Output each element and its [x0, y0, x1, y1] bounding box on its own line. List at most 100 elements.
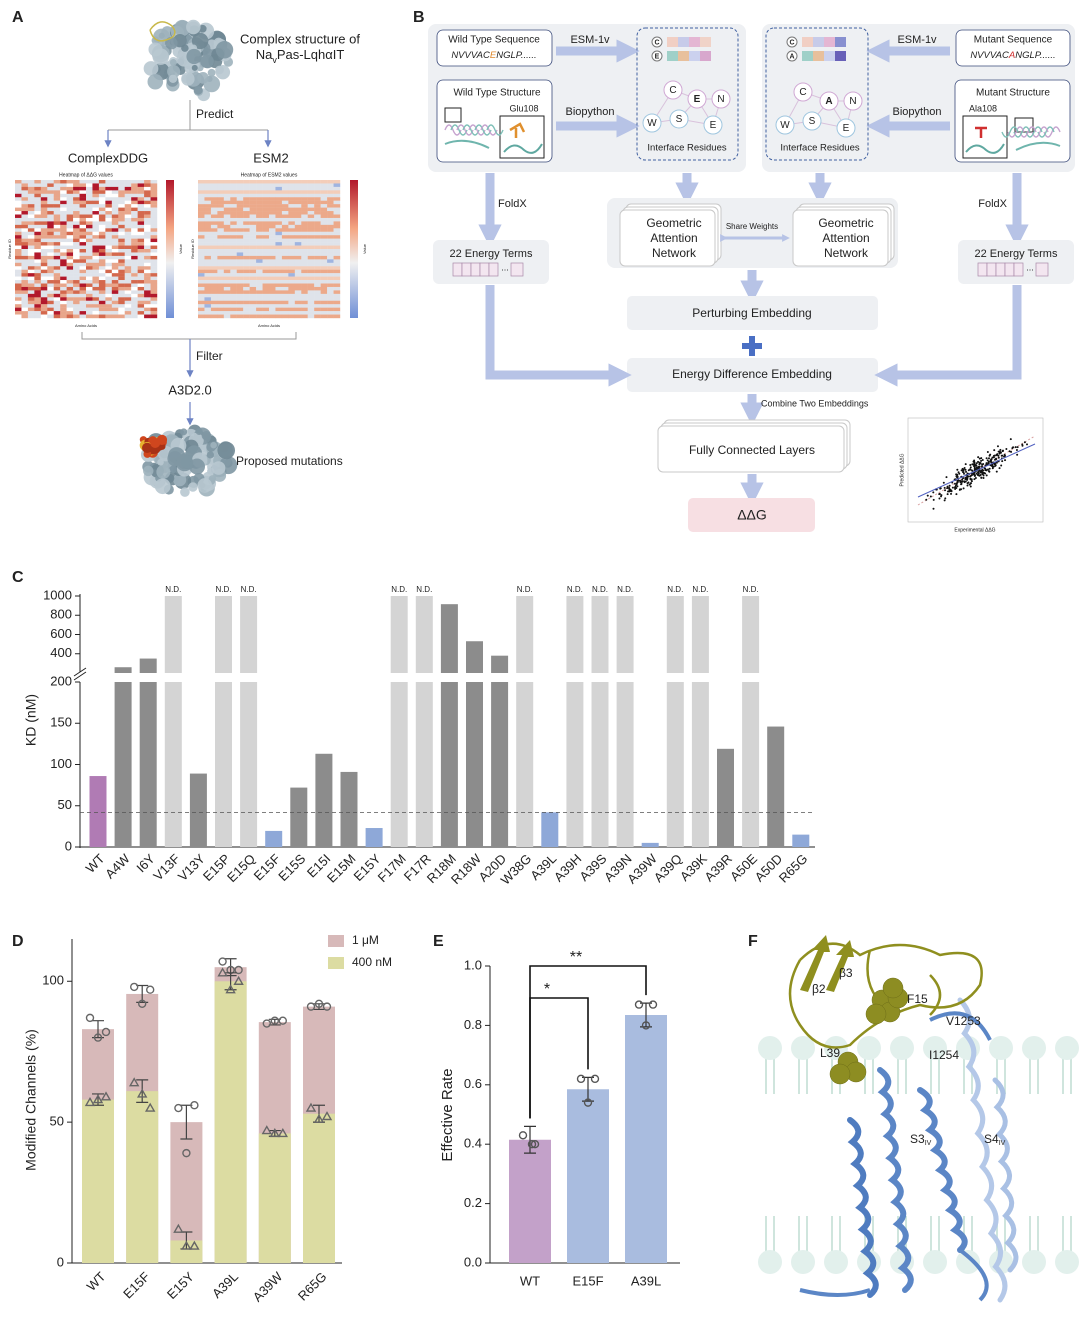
heatmap-cell	[288, 300, 296, 305]
heatmap-cell	[79, 204, 87, 208]
heatmap-cell	[131, 193, 138, 198]
heatmap-cell	[198, 255, 205, 260]
heatmap-cell	[21, 238, 29, 243]
heatmap-cell	[137, 193, 145, 198]
graph-node	[703, 115, 723, 135]
heatmap-cell	[301, 231, 308, 236]
protein-atom	[206, 451, 214, 459]
heatmap-cell	[92, 249, 100, 253]
value-label: N.D.	[165, 585, 181, 594]
heatmap-cell	[144, 242, 151, 246]
heatmap-cell	[79, 190, 87, 194]
protein-atom	[199, 444, 208, 452]
heatmap-cell	[105, 280, 113, 284]
heatmap-cell	[105, 221, 113, 226]
heatmap-cell	[15, 300, 22, 305]
heatmap-cell	[288, 307, 296, 312]
heatmap-cell	[105, 231, 113, 236]
heatmap-cell	[210, 238, 218, 243]
bar	[365, 828, 383, 847]
heatmap-cell	[144, 214, 151, 219]
heatmap-cell	[275, 221, 283, 226]
heatmap-cell	[307, 200, 315, 205]
heatmap-cell	[223, 269, 231, 274]
heatmap-cell	[327, 242, 334, 246]
heatmap-cell	[269, 311, 276, 315]
heatmap-cell	[294, 228, 302, 232]
heatmap-cell	[281, 252, 289, 257]
heatmap-cell	[118, 262, 125, 267]
heatmap-cell	[73, 193, 80, 198]
heatmap-cell	[217, 217, 225, 222]
heatmap-cell	[217, 249, 225, 253]
heatmap-cell	[131, 252, 138, 257]
heatmap-cell	[15, 197, 22, 201]
heatmap-cell	[40, 207, 48, 212]
heatmap-cell	[223, 311, 231, 315]
heatmap-cell	[256, 228, 263, 232]
heatmap-cell	[230, 245, 237, 250]
heatmap-cell	[47, 300, 54, 305]
heatmap-cell	[249, 307, 257, 312]
heatmap-cell	[210, 304, 218, 308]
heatmap-cell	[198, 259, 205, 263]
scatter-dot	[965, 470, 968, 473]
heatmap-cell	[105, 249, 113, 253]
scatter-dot	[978, 461, 981, 464]
heatmap-cell	[47, 224, 54, 229]
heatmap-cell	[131, 304, 138, 308]
heatmap-cell	[223, 290, 231, 295]
heatmap-cell	[40, 297, 48, 301]
x-tick-label: E15Y	[164, 1269, 197, 1302]
heatmap-cell	[307, 183, 315, 188]
heatmap-cell	[144, 197, 151, 201]
colorbar	[350, 180, 358, 318]
scatter-dot	[970, 480, 973, 483]
heatmap-cell	[144, 238, 151, 243]
heatmap-cell	[144, 235, 151, 239]
scatter-dot	[1005, 447, 1008, 450]
heatmap-cell	[281, 238, 289, 243]
heatmap-cell	[307, 193, 315, 198]
heatmap-cell	[27, 273, 35, 277]
heatmap-cell	[230, 262, 237, 267]
heatmap-cell	[320, 183, 328, 188]
heatmap-cell	[307, 186, 315, 191]
heatmap-cell	[86, 235, 93, 239]
bar	[139, 658, 157, 673]
data-point	[217, 967, 228, 977]
heatmap-cell	[223, 283, 231, 288]
heatmap-cell	[275, 211, 283, 215]
scatter-dot	[974, 476, 977, 479]
scatter-dot	[955, 483, 958, 486]
heatmap-cell	[105, 269, 113, 274]
heatmap-cell	[137, 297, 145, 301]
heatmap-cell	[307, 197, 315, 201]
heatmap-cell	[294, 200, 302, 205]
heatmap-cell	[269, 314, 276, 319]
data-point	[93, 1033, 103, 1042]
heatmap-cell	[198, 193, 205, 198]
heatmap-cell	[21, 280, 29, 284]
heatmap-cell	[86, 259, 93, 263]
bar	[792, 834, 810, 847]
heatmap-cell	[53, 273, 61, 277]
heatmap-cell	[144, 273, 151, 277]
heatmap-cell	[86, 283, 93, 288]
panel-letter: F	[748, 933, 758, 950]
heatmap-cell	[256, 252, 263, 257]
heatmap-cell	[137, 252, 145, 257]
heatmap-cell	[314, 259, 321, 263]
graph-node	[711, 89, 731, 109]
heatmap-cell	[217, 262, 225, 267]
heatmap-cell	[327, 255, 334, 260]
heatmap-cell	[256, 183, 263, 188]
heatmap-cell	[111, 207, 119, 212]
heatmap-cell	[21, 259, 29, 263]
label-part: NGLP......	[496, 50, 536, 61]
heatmap-cell	[275, 204, 283, 208]
scatter-dot	[969, 475, 972, 478]
heatmap-cell	[150, 242, 158, 246]
heatmap-cell	[15, 252, 22, 257]
heatmap-cell	[118, 242, 125, 246]
